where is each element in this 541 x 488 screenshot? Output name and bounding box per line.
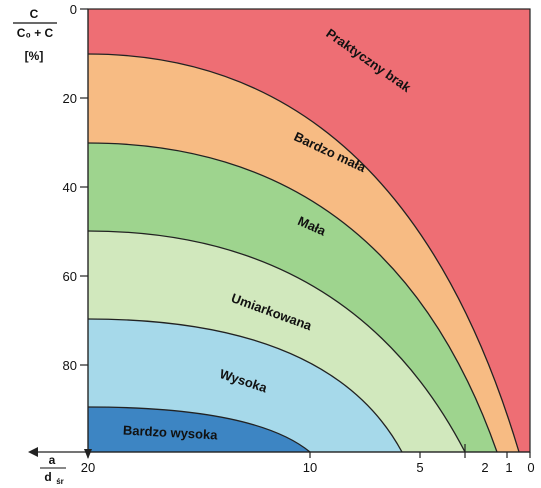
- y-axis-arrow-head: [84, 449, 92, 459]
- x-axis-arrow-head: [28, 447, 38, 457]
- zone-regions: [88, 9, 530, 452]
- x-axis-title-subscript: śr: [56, 477, 64, 486]
- zone-bardzo-wysoka: [88, 407, 310, 452]
- boundary-curve-90: [87, 406, 311, 453]
- y-axis-unit: [%]: [25, 49, 44, 63]
- zone-label-bardzo-wysoka: Bardzo wysoka: [123, 423, 219, 443]
- y-tick-label: 20: [63, 91, 77, 106]
- y-tick-label: 0: [70, 2, 77, 17]
- y-tick-label: 40: [63, 180, 77, 195]
- boundary-curve-30: [87, 142, 498, 453]
- x-tick-label: 5: [416, 460, 423, 475]
- x-tick-label: 0: [527, 460, 534, 475]
- y-axis-title-denominator: C₀ + C: [17, 26, 54, 40]
- y-tick-label: 60: [63, 269, 77, 284]
- x-tick-label: 10: [303, 460, 317, 475]
- y-tick-label: 80: [63, 358, 77, 373]
- x-tick-label: 1: [505, 460, 512, 475]
- x-axis-title-denominator: d: [44, 470, 51, 484]
- x-tick-label: 2: [481, 460, 488, 475]
- x-tick-label: 20: [81, 460, 95, 475]
- y-axis-title-numerator: C: [30, 7, 39, 21]
- x-axis-title-numerator: a: [49, 453, 56, 467]
- boundary-curve-10: [87, 53, 520, 453]
- boundary-curve-50: [87, 230, 466, 453]
- y-axis: [80, 8, 89, 452]
- boundary-curve-70: [87, 318, 403, 453]
